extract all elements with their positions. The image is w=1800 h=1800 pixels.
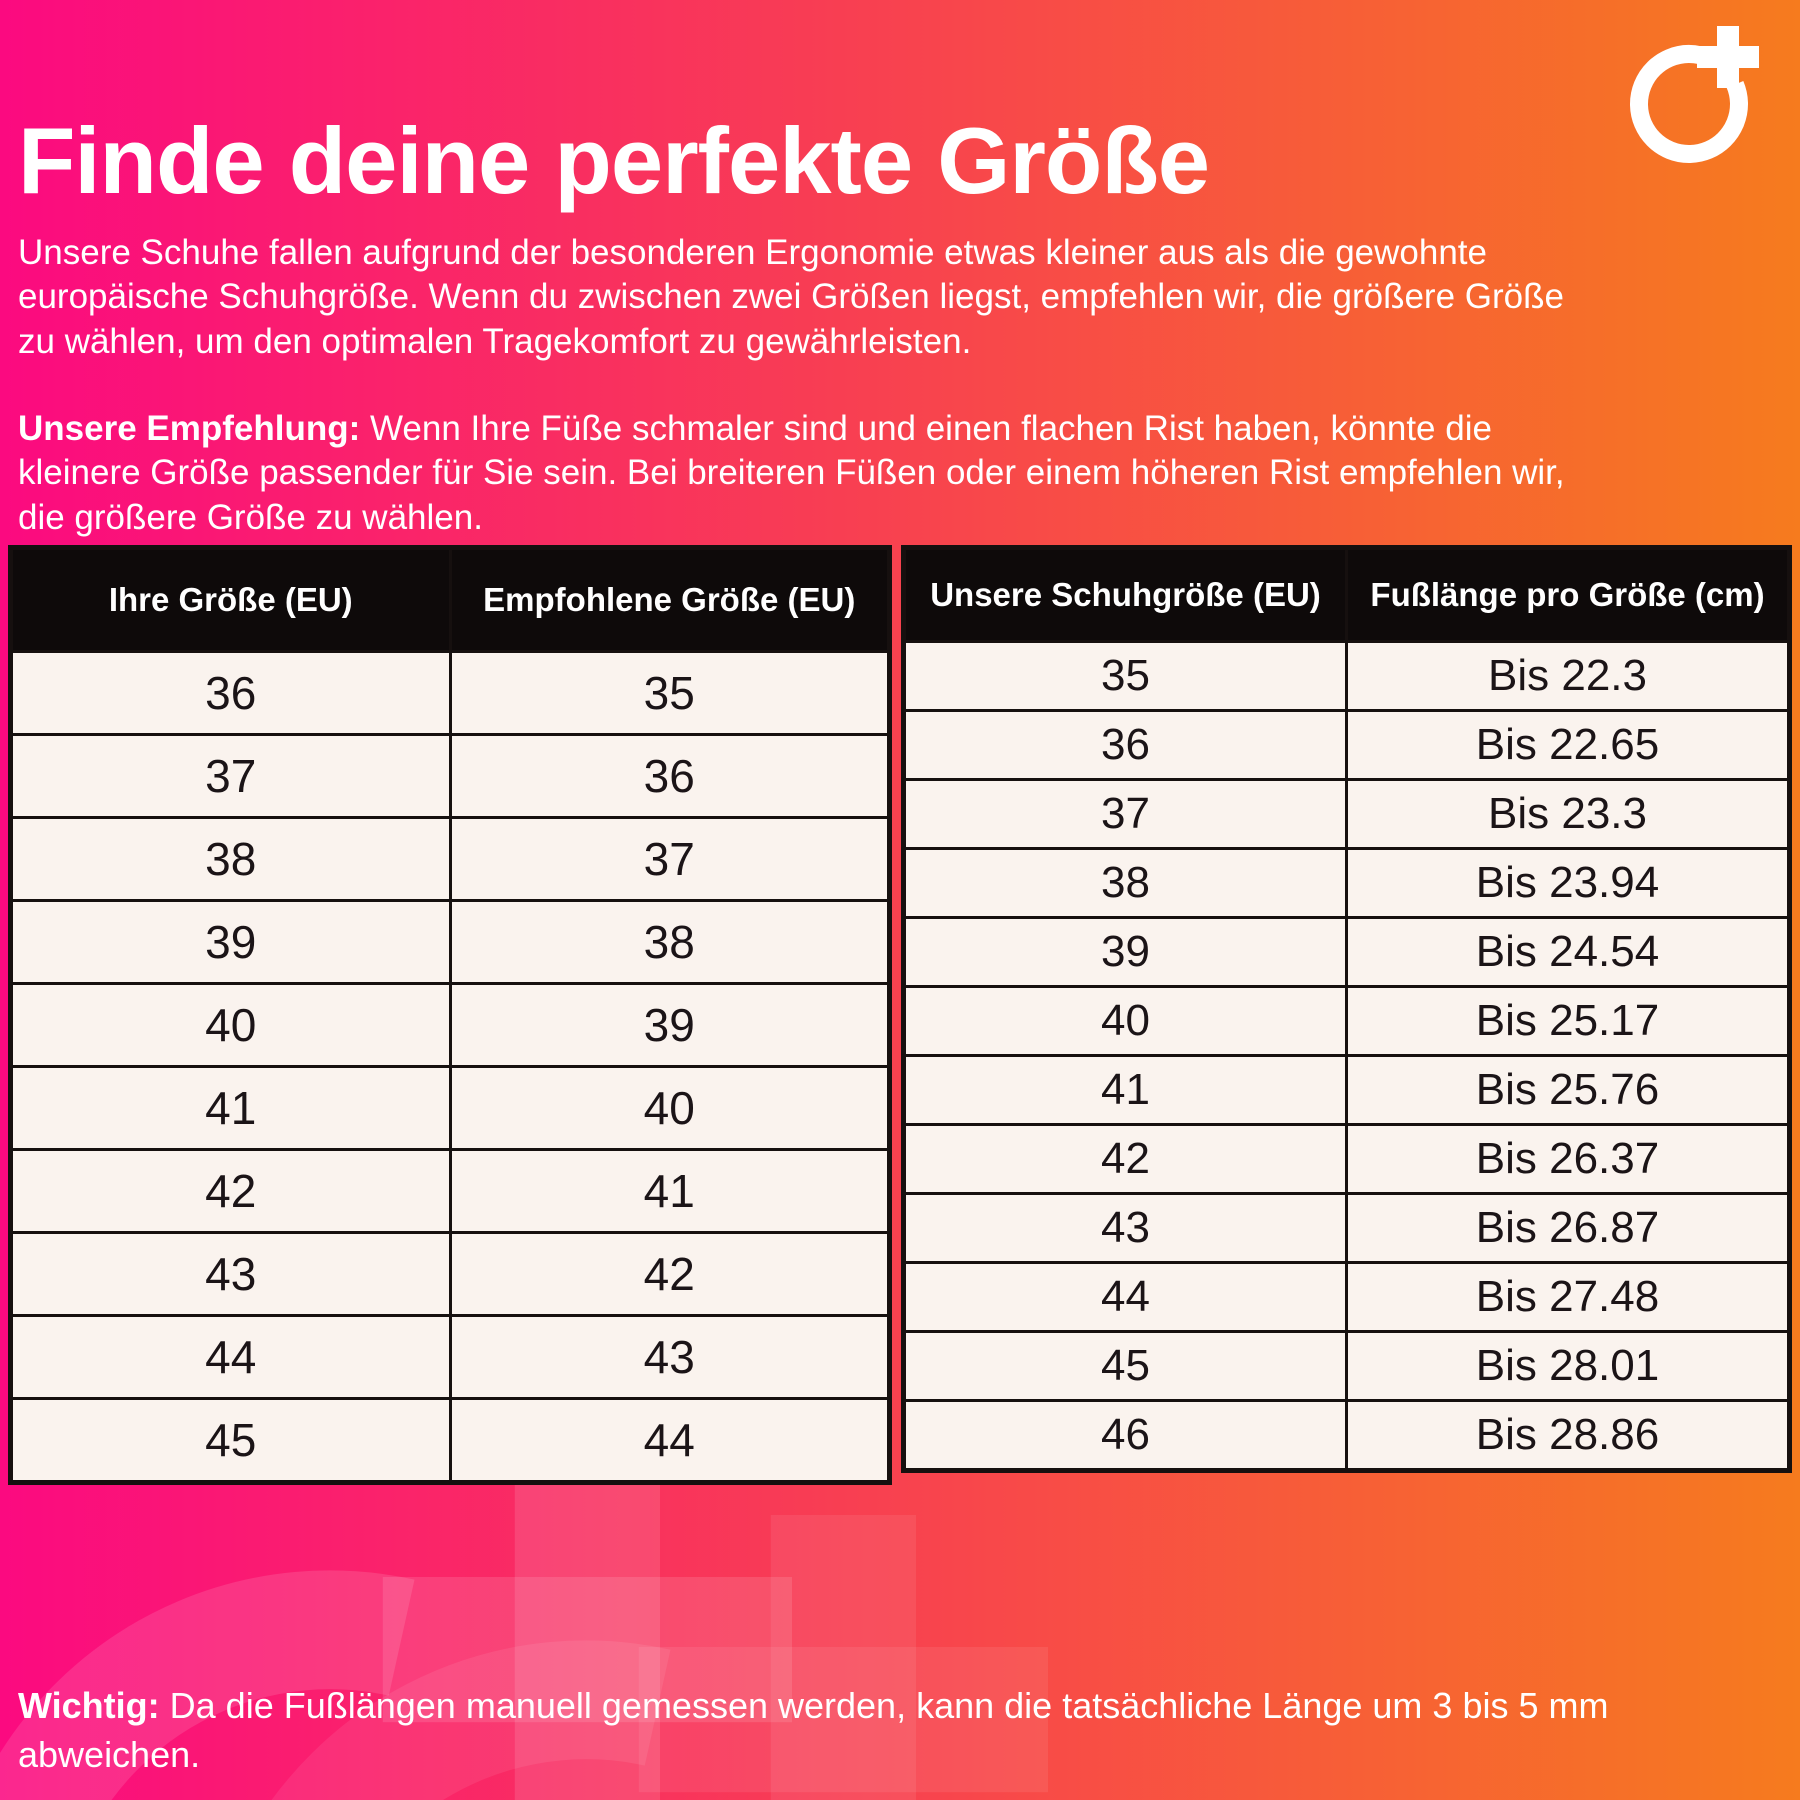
table-row: 38 37: [9, 816, 891, 902]
foot-length-cell: Bis 27.48: [1345, 1261, 1791, 1333]
table-row: 42 41: [9, 1148, 891, 1234]
size-tables-section: Ihre Größe (EU) Empfohlene Größe (EU) 36…: [8, 545, 1792, 1485]
shoe-size-cell: 45: [902, 1330, 1348, 1402]
recommended-size-cell: 37: [448, 816, 891, 902]
important-note: Wichtig: Da die Fußlängen manuell gemess…: [18, 1682, 1738, 1779]
column-header-foot-length: Fußlänge pro Größe (cm): [1345, 546, 1791, 643]
foot-length-cell: Bis 23.94: [1345, 847, 1791, 919]
foot-length-cell: Bis 24.54: [1345, 916, 1791, 988]
recommended-size-cell: 43: [448, 1314, 891, 1400]
table-row: 37 36: [9, 733, 891, 819]
shoe-size-cell: 36: [902, 709, 1348, 781]
table-row: 43 42: [9, 1231, 891, 1317]
your-size-cell: 39: [9, 899, 452, 985]
table-row: 35 Bis 22.3: [902, 640, 1791, 712]
column-header-your-size: Ihre Größe (EU): [9, 546, 452, 653]
shoe-size-cell: 38: [902, 847, 1348, 919]
table-row: 39 Bis 24.54: [902, 916, 1791, 988]
table-row: 40 Bis 25.17: [902, 985, 1791, 1057]
your-size-cell: 45: [9, 1397, 452, 1484]
o-plus-logo-icon: [1630, 26, 1759, 163]
table-row: 38 Bis 23.94: [902, 847, 1791, 919]
important-note-text: Da die Fußlängen manuell gemessen werden…: [18, 1685, 1609, 1775]
table-header-row: Unsere Schuhgröße (EU) Fußlänge pro Größ…: [902, 546, 1791, 643]
table-row: 43 Bis 26.87: [902, 1192, 1791, 1264]
foot-length-cell: Bis 22.3: [1345, 640, 1791, 712]
foot-length-cell: Bis 28.01: [1345, 1330, 1791, 1402]
table-header-row: Ihre Größe (EU) Empfohlene Größe (EU): [9, 546, 891, 653]
column-header-recommended-size: Empfohlene Größe (EU): [448, 546, 891, 653]
foot-length-cell: Bis 25.76: [1345, 1054, 1791, 1126]
foot-length-cell: Bis 25.17: [1345, 985, 1791, 1057]
your-size-cell: 42: [9, 1148, 452, 1234]
important-note-label: Wichtig:: [18, 1685, 160, 1726]
table-row: 42 Bis 26.37: [902, 1123, 1791, 1195]
your-size-cell: 43: [9, 1231, 452, 1317]
your-size-cell: 44: [9, 1314, 452, 1400]
shoe-size-cell: 43: [902, 1192, 1348, 1264]
table-row: 36 35: [9, 650, 891, 736]
table-row: 46 Bis 28.86: [902, 1399, 1791, 1472]
table-row: 39 38: [9, 899, 891, 985]
recommended-size-cell: 41: [448, 1148, 891, 1234]
table-row: 40 39: [9, 982, 891, 1068]
shoe-size-cell: 46: [902, 1399, 1348, 1472]
shoe-size-cell: 40: [902, 985, 1348, 1057]
recommended-size-cell: 44: [448, 1397, 891, 1484]
foot-length-cell: Bis 22.65: [1345, 709, 1791, 781]
table-row: 44 Bis 27.48: [902, 1261, 1791, 1333]
recommendation-text: Wenn Ihre Füße schmaler sind und einen f…: [18, 409, 1565, 537]
your-size-cell: 41: [9, 1065, 452, 1151]
recommended-size-cell: 42: [448, 1231, 891, 1317]
table-row: 41 40: [9, 1065, 891, 1151]
your-size-cell: 40: [9, 982, 452, 1068]
table-row: 37 Bis 23.3: [902, 778, 1791, 850]
table-row: 36 Bis 22.65: [902, 709, 1791, 781]
intro-paragraph: Unsere Schuhe fallen aufgrund der besond…: [18, 233, 1564, 361]
shoe-size-cell: 41: [902, 1054, 1348, 1126]
column-header-shoe-size: Unsere Schuhgröße (EU): [902, 546, 1348, 643]
foot-length-cell: Bis 26.37: [1345, 1123, 1791, 1195]
recommended-size-cell: 35: [448, 650, 891, 736]
shoe-size-cell: 42: [902, 1123, 1348, 1195]
recommendation-label: Unsere Empfehlung:: [18, 409, 361, 448]
foot-length-cell: Bis 26.87: [1345, 1192, 1791, 1264]
table-row: 45 Bis 28.01: [902, 1330, 1791, 1402]
size-conversion-table: Ihre Größe (EU) Empfohlene Größe (EU) 36…: [8, 545, 892, 1485]
recommended-size-cell: 39: [448, 982, 891, 1068]
foot-length-cell: Bis 28.86: [1345, 1399, 1791, 1472]
shoe-size-cell: 39: [902, 916, 1348, 988]
your-size-cell: 38: [9, 816, 452, 902]
recommended-size-cell: 38: [448, 899, 891, 985]
table-row: 45 44: [9, 1397, 891, 1484]
recommended-size-cell: 36: [448, 733, 891, 819]
page-title: Finde deine perfekte Größe: [18, 107, 1210, 213]
shoe-size-cell: 37: [902, 778, 1348, 850]
recommendation-paragraph: Unsere Empfehlung: Wenn Ihre Füße schmal…: [18, 407, 1578, 540]
table-row: 44 43: [9, 1314, 891, 1400]
your-size-cell: 36: [9, 650, 452, 736]
foot-length-table: Unsere Schuhgröße (EU) Fußlänge pro Größ…: [901, 545, 1792, 1473]
table-row: 41 Bis 25.76: [902, 1054, 1791, 1126]
recommended-size-cell: 40: [448, 1065, 891, 1151]
foot-length-cell: Bis 23.3: [1345, 778, 1791, 850]
shoe-size-cell: 35: [902, 640, 1348, 712]
shoe-size-cell: 44: [902, 1261, 1348, 1333]
your-size-cell: 37: [9, 733, 452, 819]
